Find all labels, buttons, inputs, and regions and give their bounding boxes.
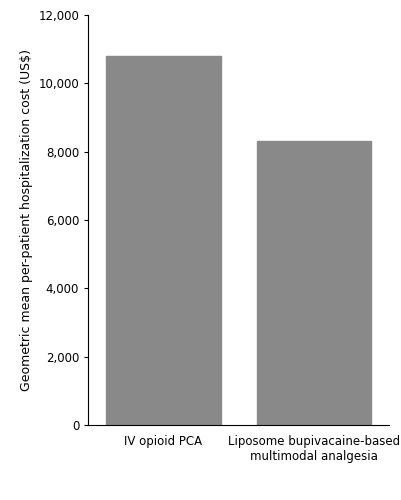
- Bar: [257, 142, 371, 425]
- Bar: [106, 56, 221, 425]
- Y-axis label: Geometric mean per-patient hospitalization cost (US$): Geometric mean per-patient hospitalizati…: [20, 49, 33, 391]
